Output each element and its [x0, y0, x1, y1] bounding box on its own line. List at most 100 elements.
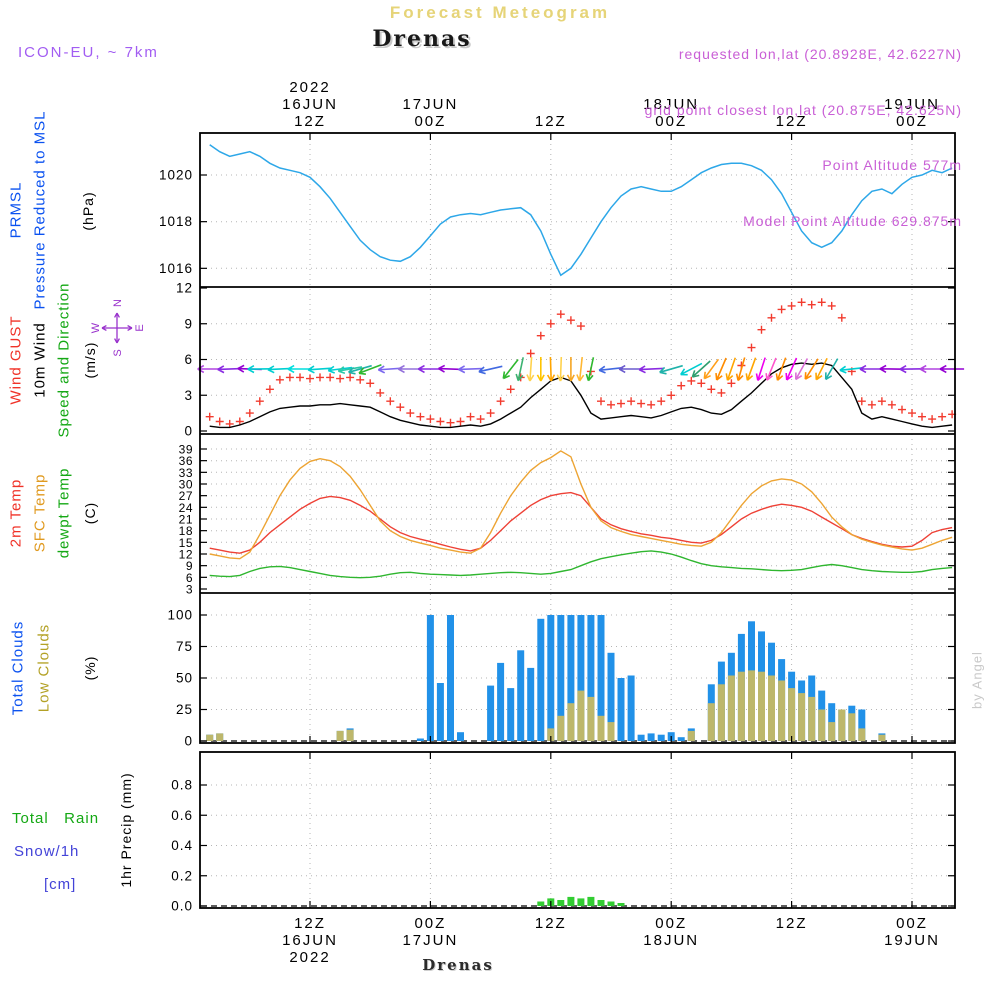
svg-text:9: 9	[184, 316, 193, 331]
requested-coords: requested lon,lat (20.8928E, 42.6227N)	[678, 45, 962, 62]
wind-direction-arrow	[358, 363, 382, 375]
svg-text:00Z: 00Z	[414, 113, 446, 130]
svg-text:12Z: 12Z	[535, 915, 567, 932]
wind-direction-arrow	[536, 357, 545, 382]
svg-text:27: 27	[179, 489, 193, 503]
compass-icon	[114, 338, 120, 344]
wind-direction-arrow	[703, 358, 720, 380]
svg-text:00Z: 00Z	[414, 915, 446, 932]
wind-direction-arrow	[765, 357, 777, 381]
svg-text:19JUN: 19JUN	[884, 96, 940, 113]
low-clouds-label: Low Clouds	[35, 623, 53, 713]
ms-unit-label: (m/s)	[81, 341, 98, 379]
svg-text:17JUN: 17JUN	[402, 96, 458, 113]
svg-text:24: 24	[179, 501, 193, 515]
svg-text:18JUN: 18JUN	[643, 932, 699, 949]
wind-direction-arrow	[795, 358, 809, 381]
svg-text:12Z: 12Z	[294, 113, 326, 130]
low-clouds-bars	[206, 670, 886, 741]
wind-direction-arrow	[755, 357, 766, 381]
compass-icon	[101, 325, 107, 331]
svg-text:12: 12	[179, 548, 193, 562]
wind-direction-arrow	[217, 365, 242, 374]
grid-info-block: requested lon,lat (20.8928E, 42.6227N) g…	[645, 8, 962, 268]
svg-text:12Z: 12Z	[776, 915, 808, 932]
wind-direction-arrow	[725, 357, 737, 381]
svg-text:0: 0	[184, 734, 193, 749]
svg-text:19JUN: 19JUN	[884, 932, 940, 949]
temp-2m-label: 2m Temp	[7, 478, 25, 548]
wind-direction-arrow	[735, 357, 746, 382]
svg-text:00Z: 00Z	[896, 113, 928, 130]
svg-text:S: S	[112, 349, 124, 356]
svg-text:9: 9	[186, 559, 193, 573]
svg-text:12Z: 12Z	[294, 915, 326, 932]
svg-text:33: 33	[179, 466, 193, 480]
2m-temp-line	[209, 491, 953, 554]
svg-text:N: N	[112, 299, 124, 307]
svg-text:15: 15	[179, 536, 193, 550]
wind-direction-arrow	[337, 366, 363, 375]
wind-10m-label: 10m Wind	[31, 322, 49, 398]
svg-text:30: 30	[179, 478, 193, 492]
speed-direction-label: Speed and Direction	[55, 282, 73, 438]
compass-icon	[114, 312, 120, 318]
wind-direction-arrow	[458, 365, 483, 374]
total-rain-label: Total Rain	[12, 810, 100, 827]
wind-direction-arrow	[745, 357, 757, 381]
svg-text:100: 100	[167, 608, 193, 623]
svg-text:0.0: 0.0	[171, 899, 193, 914]
svg-text:75: 75	[176, 639, 193, 654]
wind-direction-arrow	[815, 357, 828, 381]
wind-direction-arrow	[715, 357, 727, 381]
wind-direction-arrow	[307, 365, 333, 374]
svg-text:6: 6	[186, 571, 193, 585]
svg-text:2022: 2022	[289, 79, 330, 96]
percent-unit-label: (%)	[81, 655, 98, 681]
cm-unit-label: [cm]	[44, 876, 77, 893]
svg-text:50: 50	[176, 671, 193, 686]
svg-text:17JUN: 17JUN	[402, 932, 458, 949]
model-label: ICON-EU, ~ 7km	[18, 44, 159, 61]
svg-text:1020: 1020	[159, 168, 193, 183]
wind-direction-arrow	[502, 359, 519, 380]
svg-text:21: 21	[179, 513, 193, 527]
point-altitude: Point Altitude 577m	[822, 157, 962, 174]
svg-text:0.6: 0.6	[171, 808, 193, 823]
wind-direction-arrow	[638, 365, 664, 374]
wind-direction-arrow	[348, 364, 372, 375]
wind-direction-arrow	[680, 362, 703, 376]
wind-direction-arrow	[691, 360, 711, 378]
svg-text:00Z: 00Z	[896, 915, 928, 932]
svg-text:0.8: 0.8	[171, 778, 193, 793]
svg-text:12Z: 12Z	[776, 113, 808, 130]
wind-direction-arrow	[939, 364, 965, 374]
wind-direction-arrow	[659, 364, 683, 375]
footer-station: Drenas	[422, 956, 494, 974]
svg-text:3: 3	[186, 583, 193, 597]
svg-text:0.2: 0.2	[171, 868, 193, 883]
celsius-unit-label: (C)	[81, 501, 98, 525]
pressure-long-label: Pressure Reduced to MSL	[31, 110, 49, 310]
compass-icon	[127, 325, 133, 331]
wind-direction-arrow	[899, 365, 925, 374]
dewpt-temp-line	[209, 550, 953, 579]
svg-text:18JUN: 18JUN	[643, 96, 699, 113]
svg-text:00Z: 00Z	[655, 113, 687, 130]
precip-frame	[199, 751, 956, 909]
svg-text:18: 18	[179, 524, 193, 538]
svg-text:16JUN: 16JUN	[282, 96, 338, 113]
svg-text:00Z: 00Z	[655, 915, 687, 932]
wind-direction-arrow	[526, 356, 535, 382]
sfc-temp-label: SFC Temp	[31, 473, 49, 553]
svg-text:16JUN: 16JUN	[282, 932, 338, 949]
wind-direction-arrow	[556, 356, 565, 382]
wind-direction-arrow	[585, 357, 595, 382]
wind-direction-arrow	[839, 365, 864, 374]
svg-text:12Z: 12Z	[535, 113, 567, 130]
total-clouds-label: Total Clouds	[9, 620, 27, 716]
upper-frame	[199, 132, 956, 744]
wind-direction-arrow	[879, 364, 904, 373]
